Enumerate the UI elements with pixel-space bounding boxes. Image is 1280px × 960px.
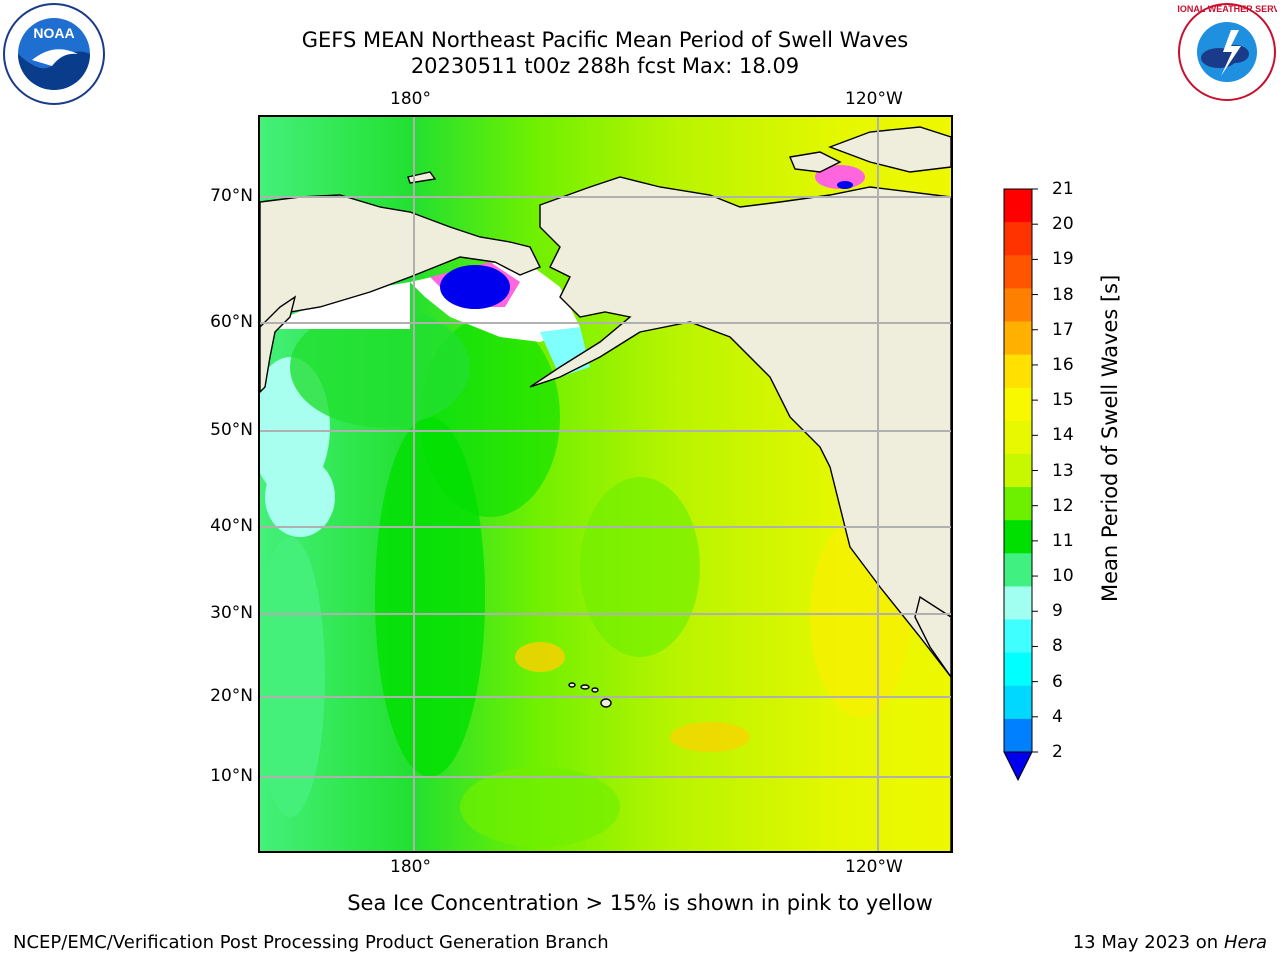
lon-label-180-bottom: 180° [390, 857, 431, 877]
lon-label-180-top: 180° [390, 89, 431, 109]
colorbar-band [1004, 718, 1032, 753]
colorbar-tick-label: 6 [1052, 671, 1063, 692]
svg-text:NOAA: NOAA [33, 25, 74, 41]
colorbar-tick-label: 12 [1052, 495, 1074, 516]
colorbar-band [1004, 387, 1032, 422]
colorbar-band [1004, 487, 1032, 521]
colorbar-band [1004, 586, 1032, 621]
lat-label-20n: 20°N [210, 686, 253, 706]
colorbar-tick-label: 20 [1052, 214, 1074, 235]
footer-host: Hera [1223, 932, 1267, 953]
colorbar-band [1004, 354, 1032, 389]
colorbar-band [1004, 288, 1032, 322]
lat-label-40n: 40°N [210, 516, 253, 536]
colorbar-tick-label: 21 [1052, 179, 1074, 199]
footer-credit: NCEP/EMC/Verification Post Processing Pr… [13, 932, 609, 953]
colorbar-tick-label: 14 [1052, 425, 1074, 446]
colorbar-tick-label: 10 [1052, 566, 1074, 587]
swell-period-map [260, 117, 951, 851]
colorbar-tick-label: 15 [1052, 390, 1074, 411]
footer-date-text: 13 May 2023 on [1072, 932, 1219, 953]
sea-ice-note: Sea Ice Concentration > 15% is shown in … [347, 891, 933, 915]
footer-date: 13 May 2023 on Hera [1073, 932, 1267, 953]
colorbar-graphic [1003, 188, 1038, 782]
colorbar-band [1004, 321, 1032, 356]
lat-label-70n: 70°N [210, 186, 253, 206]
lon-label-120w-top: 120°W [845, 89, 903, 109]
colorbar-band [1004, 222, 1032, 256]
chart-title: GEFS MEAN Northeast Pacific Mean Period … [301, 28, 909, 52]
colorbar-tick-label: 16 [1052, 354, 1074, 375]
colorbar-tick-label: 18 [1052, 284, 1074, 305]
land-masses [260, 126, 951, 851]
colorbar-tick-label: 4 [1052, 706, 1063, 727]
colorbar-band [1004, 619, 1032, 654]
chart-subtitle: 20230511 t00z 288h fcst Max: 18.09 [410, 54, 800, 78]
colorbar-band [1004, 652, 1032, 687]
lat-label-60n: 60°N [210, 312, 253, 332]
colorbar [1000, 186, 1040, 786]
lat-label-30n: 30°N [210, 603, 253, 623]
colorbar-extend-triangle [1003, 751, 1033, 782]
colorbar-band [1004, 453, 1032, 488]
colorbar-tick-label: 11 [1052, 530, 1074, 551]
svg-text:NATIONAL WEATHER SERVICE: NATIONAL WEATHER SERVICE [1177, 4, 1277, 14]
colorbar-band [1004, 255, 1032, 289]
graticule [260, 117, 951, 851]
swell-field-patches [260, 307, 910, 847]
nws-logo: NATIONAL WEATHER SERVICE [1160, 2, 1280, 102]
colorbar-band [1004, 553, 1032, 587]
colorbar-tick-label: 9 [1052, 601, 1063, 622]
lat-label-50n: 50°N [210, 420, 253, 440]
colorbar-band [1004, 520, 1032, 554]
lon-label-120w-bottom: 120°W [845, 857, 903, 877]
noaa-logo: NOAA [2, 2, 106, 106]
colorbar-band [1004, 420, 1032, 455]
colorbar-title: Mean Period of Swell Waves [s] [1098, 274, 1122, 602]
colorbar-tick-label: 19 [1052, 249, 1074, 270]
colorbar-band [1004, 685, 1032, 720]
colorbar-tick-label: 17 [1052, 319, 1074, 340]
colorbar-tick-label: 2 [1052, 742, 1063, 762]
colorbar-tick-label: 13 [1052, 460, 1074, 481]
colorbar-tick-label: 8 [1052, 636, 1063, 657]
lat-label-10n: 10°N [210, 766, 253, 786]
colorbar-band [1004, 189, 1032, 223]
map-panel [258, 115, 953, 853]
